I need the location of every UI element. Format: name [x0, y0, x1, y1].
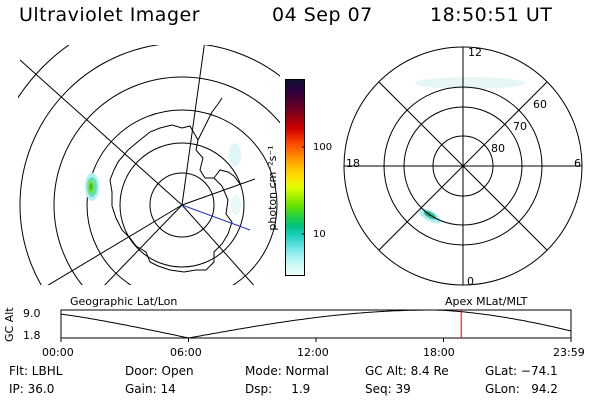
color-scale-bar [285, 79, 305, 276]
timeline-right-title: Apex MLat/MLT [445, 295, 528, 308]
glat-info: GLat: −74.1 [485, 364, 558, 378]
mlt-label-6: 6 [574, 157, 581, 170]
glon-info: GLon: 94.2 [485, 382, 558, 396]
mlat-ring-70: 70 [513, 120, 527, 133]
coastline [197, 97, 223, 141]
date-label: 04 Sep 07 [272, 4, 373, 26]
gain-info: Gain: 14 [125, 382, 176, 396]
lat-circle [86, 109, 278, 285]
gc-alt-info: GC Alt: 8.4 Re [365, 364, 449, 378]
mlt-label-12: 12 [468, 46, 482, 59]
time-label: 18:50:51 UT [430, 4, 553, 26]
colorbar-tick-10: 10 [313, 229, 326, 240]
coastline [109, 124, 233, 273]
colorbar-unit-label: photon cm⁻²s⁻¹ [266, 145, 279, 231]
meridian [181, 204, 255, 285]
meridian [181, 45, 205, 206]
lat-circle [149, 172, 215, 238]
orbit-track [181, 204, 251, 231]
mlt-label-0: 0 [467, 275, 474, 288]
coastline [213, 169, 241, 185]
colorbar-tick-100: 100 [313, 142, 333, 153]
altitude-curve [60, 309, 572, 339]
timeline-left-title: Geographic Lat/Lon [70, 295, 178, 308]
meridian [104, 204, 183, 285]
timeline-ylabel: GC Alt [3, 307, 16, 342]
instrument-title: Ultraviolet Imager [19, 4, 201, 26]
timeline-ytick-min: 1.8 [23, 329, 41, 342]
timeline-xtick-1: 06:00 [170, 346, 202, 359]
mlat-ring-80: 80 [491, 142, 505, 155]
filter-info: Flt: LBHL [9, 364, 63, 378]
mode-info: Mode: Normal [245, 364, 329, 378]
timeline-ytick-max: 9.0 [23, 307, 41, 320]
timeline-xtick-0: 00:00 [42, 346, 74, 359]
meridian [181, 178, 256, 206]
meridian [47, 204, 183, 285]
colorbar-ticks [302, 146, 305, 235]
mlt-label-18: 18 [346, 157, 360, 170]
lat-circle [119, 142, 245, 268]
dsp-info: Dsp: 1.9 [245, 382, 311, 396]
meridian [19, 59, 183, 206]
timeline-xtick-4: 23:59 [553, 346, 585, 359]
ip-info: IP: 36.0 [9, 382, 55, 396]
timeline-xtick-2: 12:00 [297, 346, 329, 359]
map-aurora [85, 143, 241, 215]
seq-info: Seq: 39 [365, 382, 411, 396]
polar-plot [343, 46, 583, 286]
door-info: Door: Open [125, 364, 194, 378]
timeline-xtick-3: 18:00 [423, 346, 455, 359]
mlat-ring-60: 60 [533, 98, 547, 111]
